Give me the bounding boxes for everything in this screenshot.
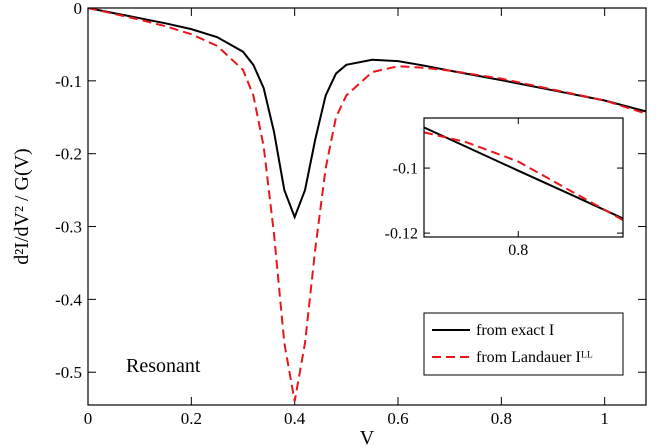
- y-tick-label: -0.1: [393, 161, 418, 178]
- data-line: [424, 126, 623, 220]
- x-tick-label: 0.6: [387, 409, 408, 428]
- data-line: [88, 8, 646, 402]
- legend-label: from Landauer Iᴸᴸ: [476, 349, 593, 366]
- data-line: [424, 131, 623, 221]
- x-axis-label: V: [360, 427, 375, 448]
- y-tick-label: -0.12: [385, 226, 418, 243]
- x-tick-label: 1: [600, 409, 609, 428]
- annotation: Resonant: [126, 355, 201, 377]
- x-tick-label: 0.4: [284, 409, 306, 428]
- y-tick-label: -0.5: [55, 363, 82, 382]
- y-tick-label: -0.1: [55, 72, 82, 91]
- plot-frame: [423, 117, 624, 238]
- x-tick-label: 0: [84, 409, 93, 428]
- y-tick-label: -0.2: [55, 145, 82, 164]
- legend-label: from exact I: [476, 322, 554, 339]
- y-tick-label: -0.3: [55, 217, 82, 236]
- plot-frame: [87, 7, 647, 406]
- x-tick-label: 0.8: [508, 242, 528, 259]
- y-tick-label: -0.4: [55, 290, 82, 309]
- x-tick-label: 0.8: [491, 409, 512, 428]
- legend-box: [423, 312, 624, 376]
- plot-background: [424, 118, 623, 237]
- x-tick-label: 0.2: [181, 409, 202, 428]
- y-axis-label: d²I/dV² / G(V): [11, 148, 33, 264]
- y-tick-label: 0: [74, 0, 83, 18]
